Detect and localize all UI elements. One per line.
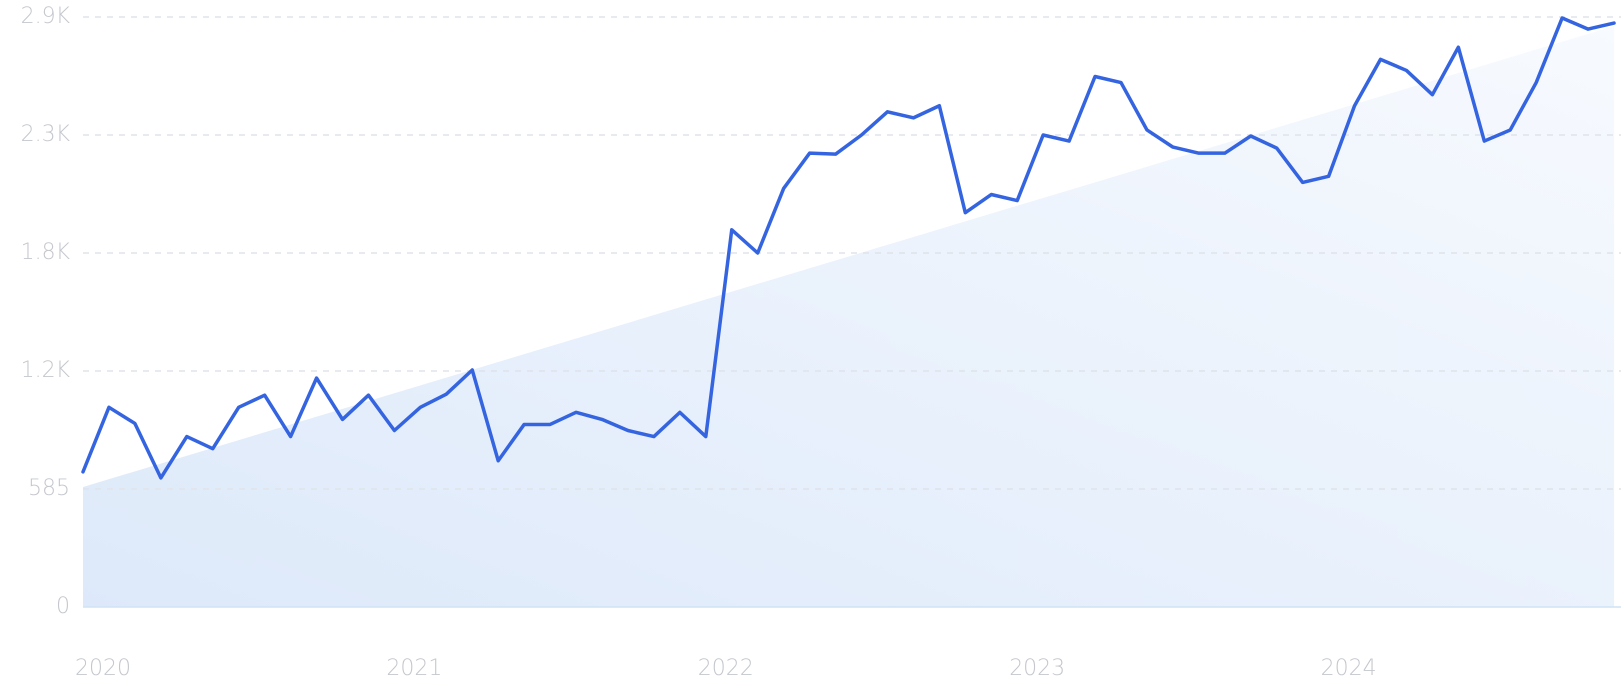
y-tick-label: 2.9K [21,4,71,29]
x-tick-label: 2023 [1009,656,1065,681]
y-tick-label: 1.2K [21,358,71,383]
x-tick-label: 2020 [75,656,131,681]
y-tick-label: 0 [56,594,70,619]
x-tick-label: 2024 [1321,656,1377,681]
x-tick-label: 2021 [386,656,442,681]
trend-area [83,26,1615,608]
y-tick-label: 1.8K [21,240,71,265]
y-tick-label: 2.3K [21,122,71,147]
y-tick-label: 585 [28,476,70,501]
data-line [81,16,1616,480]
x-tick-label: 2022 [698,656,754,681]
